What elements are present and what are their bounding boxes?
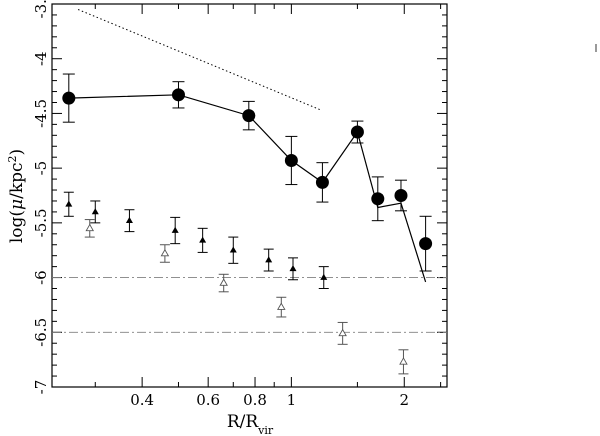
filled-triangle-point: [320, 273, 328, 280]
filled-triangle-point: [289, 265, 297, 272]
circle-point: [394, 189, 408, 202]
x-tick-label: 0.8: [243, 391, 267, 409]
y-tick-label: -6: [32, 270, 50, 285]
y-tick-label: -6.5: [32, 318, 50, 347]
y-tick-label: -5.5: [32, 208, 50, 237]
open-triangle-point: [399, 357, 408, 365]
y-tick-label: -4: [32, 51, 50, 66]
y-axis-label: log(μ/kpc2): [6, 149, 28, 243]
filled-triangle-point: [65, 200, 73, 207]
x-tick-label: 2: [399, 391, 409, 409]
x-tick-label: 0.6: [196, 391, 220, 409]
y-tick-label: -4.5: [32, 99, 50, 128]
open-triangle-point: [219, 278, 228, 286]
reference-lines: [52, 9, 447, 333]
circle-point: [419, 237, 433, 251]
plot-frame: [51, 3, 448, 388]
x-tick-label: 0.4: [130, 391, 154, 409]
open-triangle-point: [338, 328, 347, 337]
dotted-trend-line: [77, 9, 322, 111]
y-tick-label: -3.5: [32, 0, 50, 18]
y-tick-label: -5: [32, 161, 50, 176]
axis-ticks: [52, 3, 447, 388]
x-axis-label: R/Rvir: [227, 412, 274, 436]
filled-triangle-point: [229, 246, 237, 253]
tick-labels: -3.5 -4 -4.5 -5 -5.5 -6 -6.5 -7 0.4 0.6 0.8 1 2: [32, 0, 409, 409]
filled-triangle-point: [91, 208, 99, 215]
x-tick-label: 1: [287, 391, 297, 409]
filled-triangle-point: [125, 216, 133, 223]
filled-triangle-point: [171, 226, 179, 233]
open-triangle-point: [85, 223, 95, 232]
circle-point: [371, 192, 385, 206]
data-series: [62, 73, 433, 375]
open-triangle-point: [160, 248, 170, 257]
y-tick-label: -7: [32, 380, 50, 395]
filled-triangle-point: [265, 256, 273, 263]
open-triangle-point: [277, 302, 286, 310]
connecting-line: [68, 94, 427, 283]
filled-triangle-point: [199, 236, 207, 243]
